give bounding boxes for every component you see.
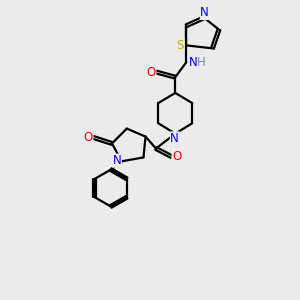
- Text: S: S: [177, 39, 184, 52]
- Text: O: O: [147, 66, 156, 79]
- Text: O: O: [172, 150, 182, 163]
- Text: H: H: [197, 56, 206, 69]
- Text: N: N: [200, 7, 209, 20]
- Text: N: N: [188, 56, 197, 69]
- Text: N: N: [112, 154, 122, 167]
- Text: O: O: [84, 131, 93, 144]
- Text: N: N: [170, 132, 179, 145]
